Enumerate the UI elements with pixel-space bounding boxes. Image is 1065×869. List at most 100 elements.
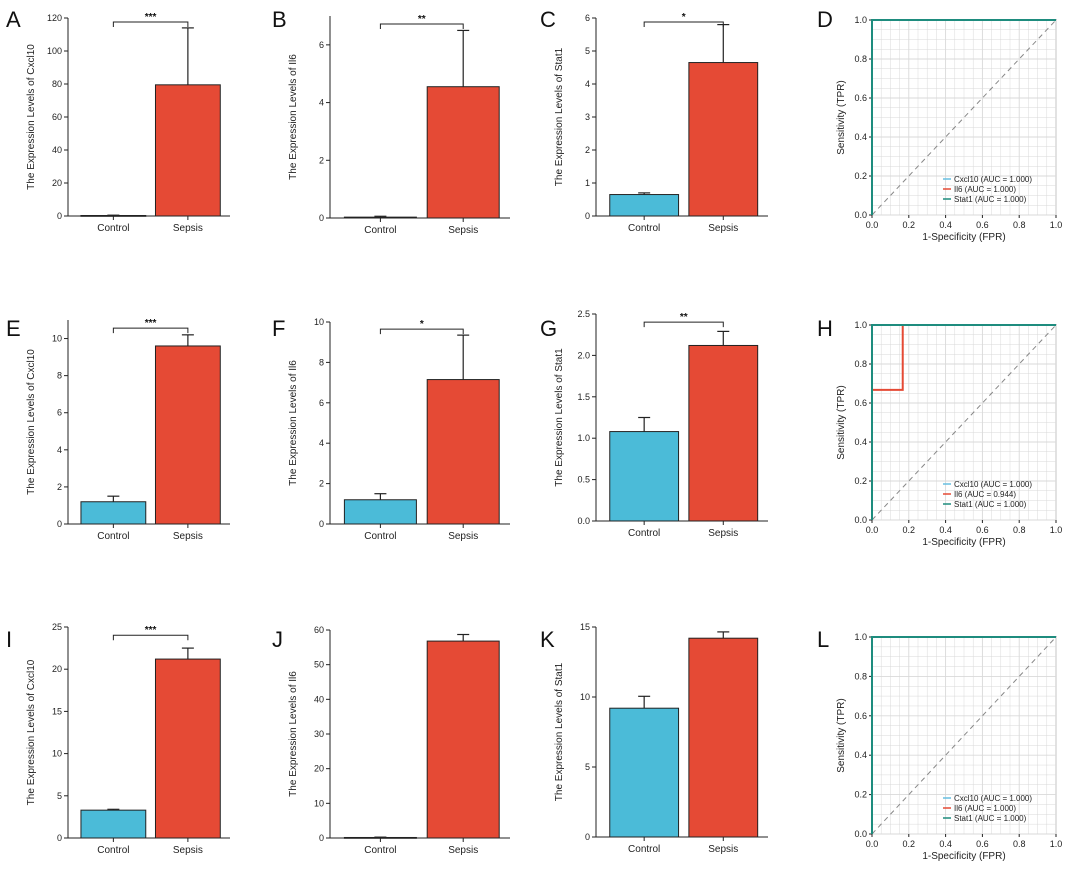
y-tick-label: 1.5 (577, 392, 590, 402)
x-tick-label: Control (97, 845, 129, 856)
legend-entry: Il6 (AUC = 0.944) (954, 490, 1016, 499)
x-tick-label: Sepsis (708, 844, 738, 855)
panel-e: E 0 2 4 6 8 10 The Expression Levels of Cxcl10 C… (6, 316, 230, 542)
x-tick-label: 1.0 (1050, 220, 1063, 230)
bar-sepsis (688, 344, 759, 522)
y-tick-label: 50 (314, 660, 324, 670)
significance-label: *** (145, 625, 157, 636)
x-tick-label: 0.8 (1013, 220, 1026, 230)
significance-label: * (682, 12, 686, 23)
panel-letter: B (272, 7, 287, 32)
y-tick-label: 80 (52, 79, 62, 89)
y-tick-label: 3 (585, 112, 590, 122)
x-tick-label: 0.8 (1013, 839, 1026, 849)
y-axis-title: The Expression Levels of Stat1 (554, 47, 565, 186)
y-tick-label: 40 (52, 145, 62, 155)
x-tick-label: Sepsis (173, 223, 203, 234)
panel-a: A 0 20 40 60 80 100 120 The Expression Levels of… (6, 7, 230, 234)
y-axis-title: The Expression Levels of Stat1 (554, 348, 565, 487)
bar-sepsis (154, 658, 221, 839)
x-tick-label: 0.2 (903, 525, 916, 535)
y-tick-label: 15 (580, 622, 590, 632)
x-tick-label: Control (628, 528, 660, 539)
y-tick-label: 2 (585, 145, 590, 155)
y-tick-label: 6 (319, 398, 324, 408)
legend-entry: Stat1 (AUC = 1.000) (954, 814, 1027, 823)
y-axis-title: The Expression Levels of Il6 (288, 360, 299, 486)
y-tick-label: 0.4 (854, 437, 867, 447)
x-tick-label: 0.4 (939, 220, 952, 230)
panel-letter: F (272, 316, 285, 341)
y-tick-label: 10 (52, 334, 62, 344)
y-tick-label: 20 (52, 178, 62, 188)
y-tick-label: 4 (319, 438, 324, 448)
bar-control (609, 194, 680, 217)
y-tick-label: 5 (57, 791, 62, 801)
y-tick-label: 20 (314, 764, 324, 774)
y-tick-label: 0.2 (854, 171, 867, 181)
y-tick-label: 4 (585, 79, 590, 89)
panel-letter: K (540, 627, 555, 652)
y-tick-label: 0 (319, 519, 324, 529)
bar-sepsis (154, 84, 221, 217)
y-tick-label: 0 (57, 833, 62, 843)
y-tick-label: 0 (585, 211, 590, 221)
y-tick-label: 40 (314, 694, 324, 704)
x-tick-label: Sepsis (448, 531, 478, 542)
x-tick-label: 0.6 (976, 839, 989, 849)
bar-control (609, 707, 680, 838)
x-tick-label: Sepsis (173, 845, 203, 856)
legend-entry: Cxcl10 (AUC = 1.000) (954, 480, 1032, 489)
panel-letter: C (540, 7, 556, 32)
panel-letter: E (6, 316, 21, 341)
x-tick-label: 1.0 (1050, 839, 1063, 849)
significance-bracket (643, 321, 724, 328)
y-tick-label: 0.8 (854, 54, 867, 64)
y-tick-label: 2.0 (577, 350, 590, 360)
x-tick-label: Sepsis (708, 528, 738, 539)
x-tick-label: Sepsis (708, 223, 738, 234)
x-tick-label: 0.2 (903, 220, 916, 230)
y-tick-label: 2 (319, 155, 324, 165)
y-tick-label: 10 (52, 749, 62, 759)
bar-control (343, 216, 417, 219)
panel-l: L 0.0 0.2 0.4 0.6 0.8 1.0 0.0 0.2 0.4 0.6 0.8 1.0 Sen… (817, 627, 1062, 862)
y-tick-label: 4 (319, 98, 324, 108)
y-tick-label: 2 (319, 479, 324, 489)
y-tick-label: 6 (57, 408, 62, 418)
y-tick-label: 1.0 (854, 320, 867, 330)
y-tick-label: 10 (314, 798, 324, 808)
bar-control (80, 809, 147, 839)
y-tick-label: 2.5 (577, 309, 590, 319)
bar-sepsis (426, 379, 500, 525)
y-tick-label: 60 (52, 112, 62, 122)
significance-label: ** (418, 14, 426, 25)
y-tick-label: 1.0 (577, 433, 590, 443)
significance-bracket (112, 634, 189, 641)
y-tick-label: 120 (47, 13, 62, 23)
y-tick-label: 0.2 (854, 476, 867, 486)
y-tick-label: 0.6 (854, 398, 867, 408)
y-tick-label: 10 (580, 692, 590, 702)
panel-letter: D (817, 7, 833, 32)
y-axis-title: The Expression Levels of Cxcl10 (26, 659, 37, 805)
significance-bracket (112, 327, 189, 334)
y-axis-title: The Expression Levels of Cxcl10 (26, 349, 37, 495)
bar-sepsis (688, 62, 759, 217)
y-tick-label: 4 (57, 445, 62, 455)
y-tick-label: 100 (47, 46, 62, 56)
roc-curve-stat1 (871, 19, 1056, 215)
y-tick-label: 60 (314, 625, 324, 635)
y-tick-label: 6 (585, 13, 590, 23)
significance-bracket (112, 21, 189, 27)
y-axis-title: The Expression Levels of Il6 (288, 671, 299, 797)
x-tick-label: 0.4 (939, 839, 952, 849)
y-tick-label: 0.2 (854, 790, 867, 800)
panel-letter: L (817, 627, 829, 652)
legend-entry: Stat1 (AUC = 1.000) (954, 195, 1027, 204)
y-tick-label: 1.0 (854, 15, 867, 25)
y-tick-label: 8 (57, 371, 62, 381)
y-tick-label: 15 (52, 706, 62, 716)
significance-label: * (420, 319, 424, 330)
panel-k: K 0 5 10 15 The Expression Levels of Stat1 Con… (540, 622, 768, 855)
